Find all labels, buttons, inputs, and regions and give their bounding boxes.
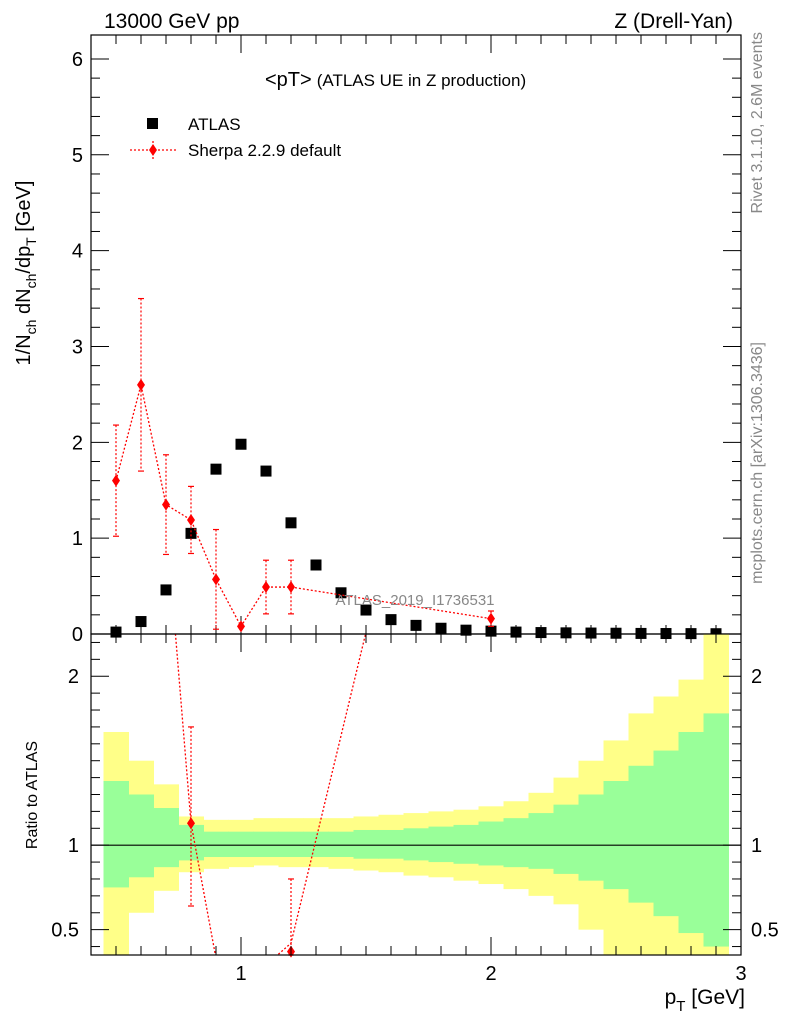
ratio-band-inner (478, 821, 504, 866)
ratio-band-inner (228, 831, 254, 858)
ratio-band-inner (203, 831, 229, 858)
legend-label-sherpa: Sherpa 2.2.9 default (188, 141, 341, 160)
main-panel: 0 1 2 3 4 5 6 (72, 34, 742, 646)
ratio-sherpa-line (174, 634, 367, 955)
xtick-label: 2 (485, 963, 496, 985)
atlas-point (210, 463, 222, 475)
atlas-point (585, 627, 597, 639)
mcplots-credit: mcplots.cern.ch [arXiv:1306.3436] (749, 342, 766, 584)
main-ytick-label: 5 (72, 145, 83, 167)
ratio-band-inner (103, 780, 129, 888)
ratio-ytick-label-left: 1 (68, 835, 79, 857)
atlas-point (410, 619, 422, 631)
ratio-sherpa-point (187, 817, 195, 830)
ratio-band-inner (678, 731, 704, 934)
atlas-point (435, 622, 447, 634)
main-ytick-label: 2 (72, 432, 83, 454)
ratio-panel: 0.5 0.5 1 1 2 2 1 2 3 (51, 633, 779, 985)
atlas-point (510, 626, 522, 638)
atlas-point (360, 604, 372, 616)
plot-title-main: <pT> (265, 69, 312, 91)
atlas-point (160, 584, 172, 596)
atlas-point (610, 627, 622, 639)
atlas-point (185, 527, 197, 539)
main-ytick-label: 0 (72, 624, 83, 646)
plot-title: <pT> (ATLAS UE in Z production) (265, 69, 526, 91)
atlas-point (335, 587, 347, 599)
ratio-frame (90, 633, 742, 956)
xtick-label: 1 (235, 963, 246, 985)
sherpa-point (112, 474, 120, 487)
main-ytick-label: 6 (72, 49, 83, 71)
atlas-point (560, 627, 572, 639)
ratio-band-inner (278, 831, 304, 858)
atlas-point (460, 624, 472, 636)
ratio-band-inner (628, 765, 654, 903)
analysis-watermark: ATLAS_2019_I1736531 (335, 592, 494, 609)
rivet-info: Rivet 3.1.10, 2.6M events (749, 32, 766, 213)
ratio-band-inner (128, 794, 154, 878)
main-ytick-label: 3 (72, 336, 83, 358)
ratio-band-inner (528, 813, 554, 869)
sherpa-point (487, 612, 495, 625)
ratio-band-inner (653, 750, 679, 917)
ratio-ytick-label-right: 0.5 (751, 920, 779, 942)
atlas-point (385, 614, 397, 626)
xaxis-label: pT [GeV] (665, 986, 745, 1015)
atlas-point (235, 438, 247, 450)
atlas-point (485, 625, 497, 637)
plot-title-sub: (ATLAS UE in Z production) (317, 71, 526, 90)
main-ytick-label: 1 (72, 528, 83, 550)
ratio-ytick-label-right: 2 (751, 666, 762, 688)
xtick-label: 3 (735, 963, 746, 985)
sherpa-point (187, 513, 195, 526)
atlas-point (260, 465, 272, 477)
ratio-band-inner (153, 808, 179, 868)
main-ylabel: 1/Nch dNch/dpT [GeV] (13, 181, 39, 366)
sherpa-point (287, 581, 295, 594)
ratio-band-inner (703, 713, 729, 947)
ratio-ylabel: Ratio to ATLAS (24, 741, 41, 849)
sherpa-point (162, 498, 170, 511)
ratio-band-inner (453, 824, 479, 864)
ratio-band-inner (328, 831, 354, 858)
main-ytick-label: 4 (72, 241, 83, 263)
ratio-band-inner (428, 826, 454, 863)
ratio-ytick-label-left: 2 (68, 666, 79, 688)
ratio-band-inner (253, 831, 279, 858)
ratio-band-inner (603, 780, 629, 890)
ratio-band-inner (578, 794, 604, 881)
atlas-point (535, 627, 547, 639)
sherpa-point (237, 620, 245, 633)
legend-marker-sherpa (149, 144, 157, 156)
ratio-band-inner (553, 804, 579, 874)
ratio-band-inner (503, 818, 529, 868)
header-right: Z (Drell-Yan) (614, 10, 733, 33)
header-left: 13000 GeV pp (104, 10, 239, 33)
legend-marker-atlas (147, 118, 158, 129)
atlas-point (310, 559, 322, 571)
atlas-point (135, 616, 147, 628)
ratio-band-inner (178, 824, 204, 861)
atlas-point (285, 517, 297, 529)
atlas-point (110, 626, 122, 638)
ratio-ytick-label-right: 1 (751, 835, 762, 857)
ratio-band-inner (378, 829, 404, 859)
ratio-ytick-label-left: 0.5 (51, 920, 79, 942)
sherpa-point (137, 378, 145, 391)
legend-label-atlas: ATLAS (188, 115, 241, 134)
sherpa-point (262, 581, 270, 594)
sherpa-line (115, 384, 492, 628)
sherpa-point (212, 573, 220, 586)
ratio-band-inner (353, 829, 379, 859)
ratio-band-inner (303, 831, 329, 858)
ratio-band-inner (403, 828, 429, 861)
